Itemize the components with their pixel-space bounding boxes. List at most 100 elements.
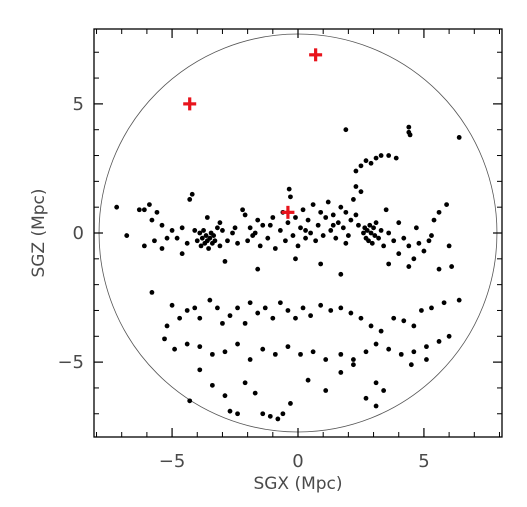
data-point bbox=[298, 351, 303, 357]
data-point bbox=[225, 238, 230, 244]
data-point bbox=[421, 248, 427, 254]
data-point bbox=[267, 222, 273, 228]
data-point bbox=[169, 228, 175, 233]
data-point bbox=[378, 328, 384, 334]
data-point bbox=[358, 189, 364, 195]
data-point bbox=[230, 230, 235, 236]
data-point bbox=[348, 217, 354, 223]
data-point bbox=[353, 168, 359, 174]
data-point bbox=[386, 346, 392, 352]
data-point bbox=[275, 416, 281, 422]
plot-frame bbox=[93, 28, 503, 438]
data-point bbox=[159, 222, 165, 228]
data-point bbox=[361, 230, 366, 236]
x-tick-label: −5 bbox=[159, 451, 186, 472]
data-point bbox=[426, 238, 432, 244]
plus-marker bbox=[183, 97, 197, 111]
data-point bbox=[368, 323, 374, 329]
data-point bbox=[149, 289, 155, 295]
data-point bbox=[260, 411, 266, 417]
data-point bbox=[222, 393, 228, 399]
data-point bbox=[328, 308, 334, 313]
data-point bbox=[252, 390, 258, 396]
data-point bbox=[363, 349, 369, 355]
data-point bbox=[330, 212, 336, 218]
data-point bbox=[333, 235, 339, 241]
data-point bbox=[303, 235, 308, 241]
data-point bbox=[300, 305, 306, 311]
data-point bbox=[446, 243, 452, 249]
y-tick-label: −5 bbox=[57, 352, 84, 373]
data-point bbox=[217, 243, 223, 249]
data-point bbox=[411, 323, 417, 329]
data-point bbox=[411, 349, 417, 355]
data-point bbox=[343, 240, 349, 246]
plus-marker bbox=[281, 205, 295, 219]
data-point bbox=[141, 207, 147, 213]
data-point bbox=[184, 341, 190, 347]
data-point bbox=[255, 217, 261, 223]
data-point bbox=[293, 215, 298, 220]
data-point bbox=[446, 333, 452, 339]
data-point bbox=[197, 344, 203, 350]
data-point bbox=[328, 228, 334, 233]
data-point bbox=[363, 158, 369, 164]
data-point bbox=[373, 341, 379, 347]
data-point bbox=[372, 233, 378, 238]
data-point bbox=[338, 271, 344, 277]
data-point bbox=[260, 222, 266, 228]
data-point bbox=[343, 209, 349, 215]
data-point bbox=[338, 305, 344, 311]
data-point bbox=[199, 235, 205, 241]
data-point bbox=[235, 341, 240, 347]
data-point bbox=[220, 320, 225, 326]
data-point bbox=[419, 308, 424, 313]
data-point bbox=[330, 222, 336, 228]
data-point bbox=[376, 235, 381, 241]
data-point bbox=[338, 204, 344, 210]
scatter-points bbox=[114, 124, 462, 422]
data-point bbox=[310, 202, 316, 207]
data-point bbox=[300, 207, 306, 213]
data-point bbox=[386, 153, 392, 158]
data-point bbox=[293, 256, 298, 262]
data-point bbox=[255, 310, 261, 316]
data-point bbox=[295, 243, 301, 249]
data-point bbox=[441, 300, 447, 306]
x-axis: −5 0 5 bbox=[96, 29, 500, 472]
data-point bbox=[456, 297, 462, 303]
data-point bbox=[272, 246, 278, 251]
data-point bbox=[154, 209, 160, 215]
data-point bbox=[245, 238, 251, 244]
data-point bbox=[431, 217, 437, 223]
data-point bbox=[240, 207, 245, 213]
data-point bbox=[177, 315, 183, 321]
data-point bbox=[338, 351, 344, 357]
data-point bbox=[323, 215, 329, 220]
data-point bbox=[255, 266, 261, 272]
data-point bbox=[211, 233, 217, 238]
data-point bbox=[242, 212, 248, 218]
data-point bbox=[358, 163, 364, 169]
data-point bbox=[212, 238, 218, 244]
data-point bbox=[303, 228, 308, 233]
data-point bbox=[179, 225, 185, 231]
data-point bbox=[318, 261, 324, 267]
data-point bbox=[378, 153, 384, 158]
data-point bbox=[343, 127, 349, 133]
data-point bbox=[351, 362, 356, 368]
data-point bbox=[429, 233, 434, 238]
data-point bbox=[197, 230, 203, 236]
data-point bbox=[277, 300, 283, 306]
data-point bbox=[345, 233, 351, 238]
data-point bbox=[136, 207, 142, 213]
data-point bbox=[424, 344, 429, 350]
data-point bbox=[406, 243, 412, 249]
data-point bbox=[215, 305, 220, 311]
boundary-circle bbox=[98, 33, 498, 433]
data-point bbox=[381, 243, 387, 249]
data-point bbox=[369, 240, 375, 246]
data-point bbox=[305, 377, 311, 383]
data-point bbox=[222, 349, 228, 355]
data-point bbox=[270, 315, 276, 321]
